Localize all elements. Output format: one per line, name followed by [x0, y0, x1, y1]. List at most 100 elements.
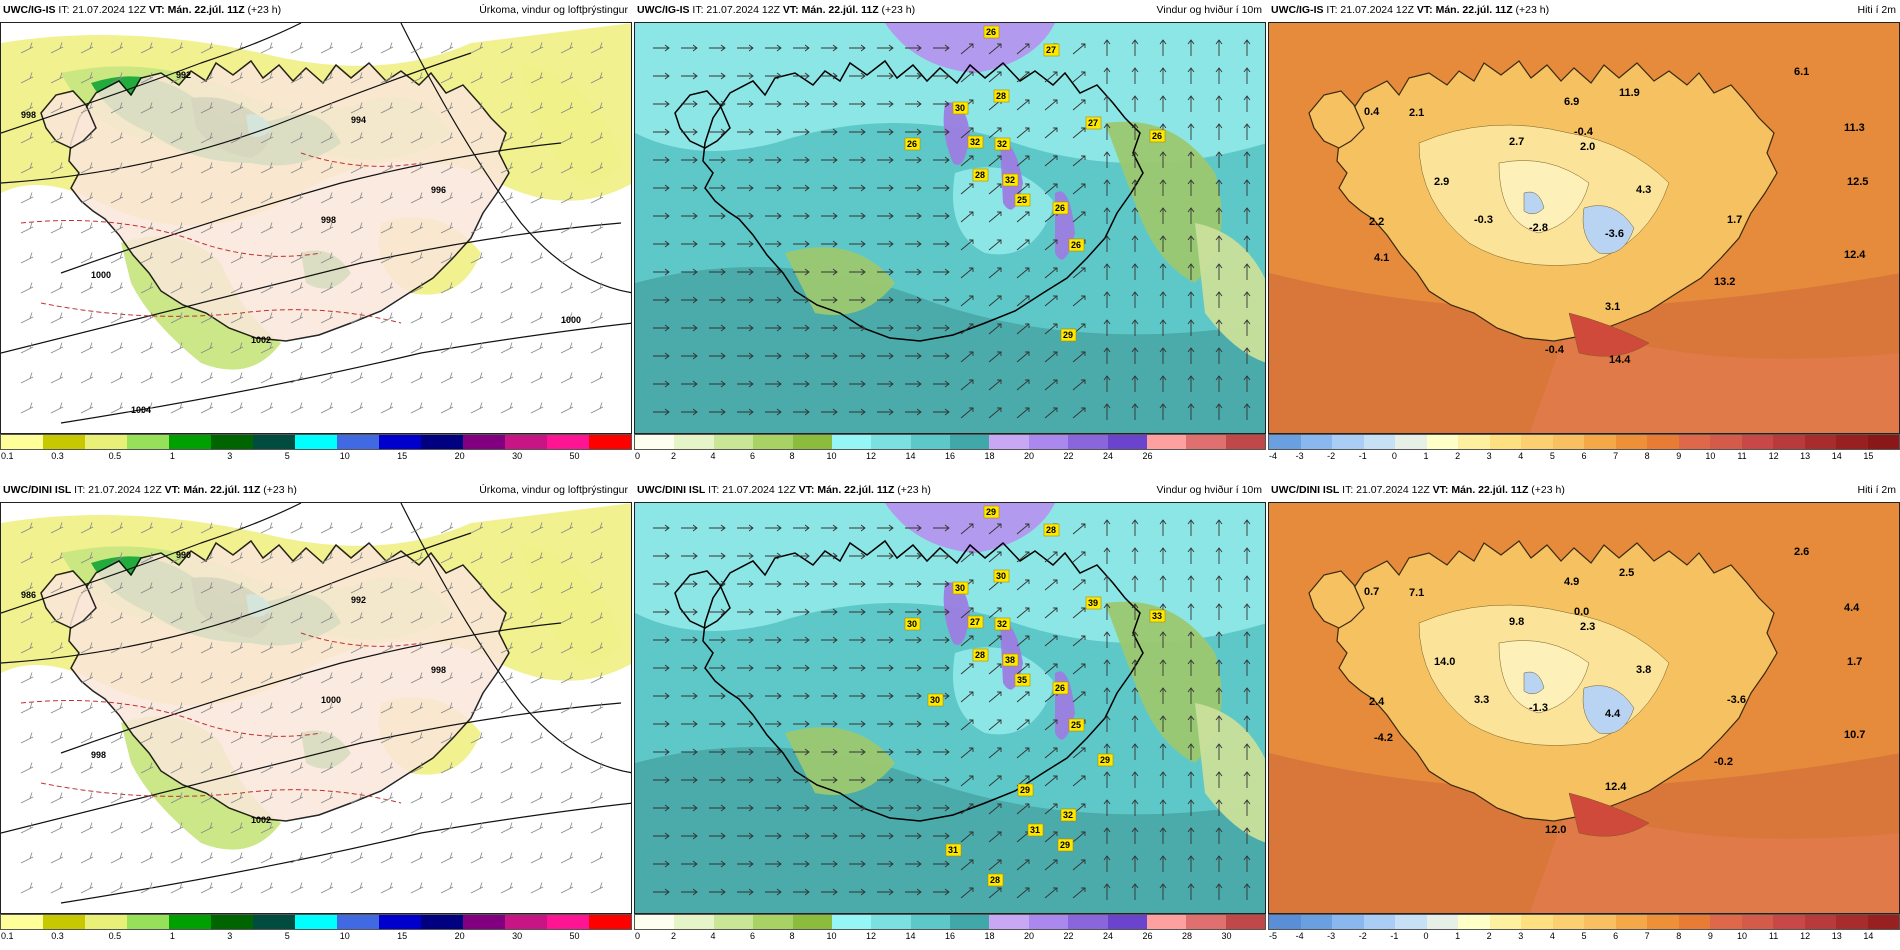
colorbar-cell — [1584, 435, 1616, 449]
colorbar-cell — [505, 435, 547, 449]
colorbar-cell — [589, 435, 631, 449]
temperature-value-label: 3.3 — [1474, 694, 1489, 706]
colorbar — [634, 434, 1266, 450]
colorbar-cell — [505, 915, 547, 929]
colorbar-cell — [831, 435, 872, 449]
svg-text:29: 29 — [1100, 755, 1110, 765]
colorbar-cell — [1146, 435, 1187, 449]
isobar-label: 990 — [176, 550, 191, 560]
colorbar-cell — [253, 915, 295, 929]
colorbar-cell — [1107, 435, 1147, 449]
colorbar-ticks: 0 2 4 6 8 10 12 14 16 18 20 22 24 26 — [634, 451, 1266, 463]
colorbar-tick-label: 10 — [826, 451, 837, 461]
colorbar-tick-label: 5 — [1549, 451, 1555, 461]
temperature-value-label: 0.4 — [1364, 106, 1380, 118]
vt-value: Mán. 22.júl. 11Z — [801, 4, 882, 16]
isobar-label: 994 — [351, 115, 366, 125]
colorbar-ticks: 0.1 0.3 0.5 1 3 5 10 15 20 30 50 — [0, 931, 632, 943]
colorbar-cell — [43, 915, 85, 929]
isobar-label: 998 — [321, 215, 336, 225]
colorbar-tick-label: 50 — [569, 931, 580, 941]
colorbar-cell — [1552, 435, 1584, 449]
svg-text:32: 32 — [997, 139, 1007, 149]
colorbar-cell — [1107, 915, 1147, 929]
colorbar-tick-label: 1 — [169, 451, 175, 461]
svg-text:29: 29 — [986, 507, 996, 517]
temperature-value-label: 12.4 — [1844, 249, 1866, 261]
it-value: 21.07.2024 12Z — [1340, 4, 1417, 16]
gust-value-label: 30 — [952, 101, 969, 115]
map-svg: 998 992 994 996 998 1000 1002 1000 1004 — [1, 23, 631, 433]
colorbar-tick-label: 5 — [284, 931, 290, 941]
colorbar-cell — [1146, 915, 1187, 929]
gust-value-label: 31 — [1027, 823, 1044, 837]
colorbar-cell — [1225, 435, 1265, 449]
lead-time: (+23 h) — [897, 484, 931, 496]
colorbar-tick-label: -3 — [1327, 931, 1336, 941]
gust-value-label: 28 — [987, 873, 1004, 887]
temperature-value-label: 2.0 — [1580, 141, 1595, 153]
temperature-value-label: 6.9 — [1564, 96, 1579, 108]
panel-header: UWC/IG-IS IT: 21.07.2024 12Z VT: Mán. 22… — [1268, 0, 1900, 20]
vt-label: VT: — [1432, 484, 1452, 496]
colorbar-tick-label: 6 — [749, 451, 756, 461]
it-label: IT: — [71, 484, 89, 496]
colorbar-cell — [674, 915, 714, 929]
svg-text:29: 29 — [1060, 840, 1070, 850]
colorbar-tick-label: 10 — [1736, 931, 1748, 941]
colorbar-tick-label: 20 — [454, 451, 465, 461]
colorbar-cell — [295, 915, 337, 929]
svg-text:26: 26 — [1071, 240, 1081, 250]
colorbar-cell — [169, 915, 211, 929]
colorbar-tick-label: 2 — [1486, 931, 1492, 941]
colorbar-cell — [674, 435, 714, 449]
colorbar-tick-label: 24 — [1102, 931, 1114, 941]
colorbar-cell — [1458, 915, 1490, 929]
colorbar-tick-label: 0.1 — [1, 451, 14, 461]
colorbar — [0, 434, 632, 450]
colorbar-tick-label: 22 — [1063, 931, 1074, 941]
svg-text:30: 30 — [930, 695, 940, 705]
colorbar-cell — [421, 915, 463, 929]
gust-value-label: 29 — [1017, 783, 1034, 797]
it-value: 21.07.2024 12Z — [706, 4, 783, 16]
svg-text:28: 28 — [975, 650, 985, 660]
colorbar-cell — [211, 435, 253, 449]
isobar-label: 986 — [21, 590, 36, 600]
isobar-label: 998 — [21, 110, 36, 120]
panel-igis-wind: UWC/IG-IS IT: 21.07.2024 12Z VT: Mán. 22… — [634, 0, 1266, 462]
temperature-value-label: 2.3 — [1580, 621, 1595, 633]
colorbar-ticks: 0.1 0.3 0.5 1 3 5 10 15 20 30 50 — [0, 451, 632, 463]
gust-value-label: 32 — [1002, 173, 1019, 187]
temperature-value-label: 14.4 — [1609, 354, 1631, 366]
colorbar-cell — [1521, 435, 1553, 449]
svg-text:27: 27 — [1046, 45, 1056, 55]
map-svg: 26 27 30 28 32 32 26 28 32 27 26 26 25 26 29 — [635, 23, 1265, 433]
colorbar-cell — [753, 435, 793, 449]
temperature-value-label: -0.2 — [1714, 756, 1733, 768]
isobar-label: 1002 — [251, 335, 271, 345]
svg-text:26: 26 — [1152, 131, 1162, 141]
gust-value-label: 39 — [1085, 596, 1102, 610]
colorbar-tick-label: 2 — [1455, 451, 1461, 461]
colorbar-cell — [989, 435, 1029, 449]
gust-value-label: 32 — [1060, 808, 1077, 822]
model-name: UWC/DINI ISL — [3, 484, 72, 496]
temperature-value-label: -1.3 — [1529, 702, 1548, 714]
colorbar-cell — [1584, 915, 1616, 929]
colorbar-cell — [1458, 435, 1490, 449]
svg-text:27: 27 — [970, 617, 980, 627]
panel-igis-precip: UWC/IG-IS IT: 21.07.2024 12Z VT: Mán. 22… — [0, 0, 632, 462]
colorbar-cell — [1332, 435, 1364, 449]
colorbar-cell — [1867, 435, 1899, 449]
colorbar-tick-label: 24 — [1102, 451, 1114, 461]
colorbar-cell — [1363, 915, 1395, 929]
gust-value-label: 29 — [983, 505, 1000, 519]
colorbar-tick-label: 14 — [905, 451, 916, 461]
forecast-map: 986 990 992 998 1000 998 1002 — [0, 502, 632, 914]
temperature-value-label: 7.1 — [1409, 587, 1424, 599]
map-svg: 29 28 30 30 27 32 30 28 38 39 33 26 35 25 32 29 30 29 31 29… — [635, 503, 1265, 913]
gust-value-label: 31 — [945, 843, 962, 857]
colorbar-tick-label: 9 — [1676, 451, 1682, 461]
colorbar-cell — [1804, 435, 1836, 449]
